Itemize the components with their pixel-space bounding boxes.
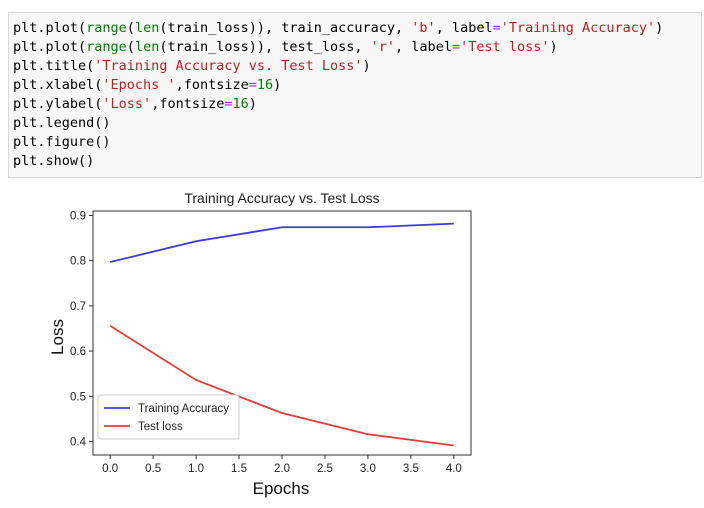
series-line-training-accuracy (109, 222, 454, 263)
plot-area: 0.0 0.5 1.0 1.5 2.0 2.5 3.0 3.5 4.0 0.4 0.5 0.6 0.7 0… (70, 210, 472, 475)
code-token: len (134, 39, 160, 55)
chart-title: Training Accuracy vs. Test Loss (184, 190, 379, 206)
x-tick-label: 2.0 (274, 463, 290, 475)
legend-label: Test loss (138, 421, 183, 433)
code-token: ) (655, 20, 664, 36)
code-token: plt.figure() (13, 134, 111, 150)
code-token: 'Training Accuracy vs. Test Loss' (94, 58, 363, 74)
code-token: len (134, 20, 160, 36)
code-token: plt.legend() (13, 115, 111, 131)
code-line: plt.legend() (13, 114, 701, 133)
code-token: 16 (256, 77, 274, 93)
code-token: ,fontsize (151, 96, 225, 112)
code-token: plt.plot( (13, 39, 87, 55)
series-line-test-loss (109, 325, 454, 447)
x-tick-label: 3.0 (360, 463, 376, 475)
code-line: plt.xlabel('Epochs ',fontsize=16) (13, 76, 701, 95)
code-line: plt.title('Training Accuracy vs. Test Lo… (13, 57, 701, 76)
code-token: plt.show() (13, 153, 95, 169)
code-cell[interactable]: plt.plot(range(len(train_loss)), train_a… (8, 12, 702, 178)
code-editor[interactable]: plt.plot(range(len(train_loss)), train_a… (13, 19, 701, 171)
code-line: plt.figure() (13, 133, 701, 152)
code-token: 'Training Accuracy' (500, 20, 656, 36)
code-token: range (86, 39, 127, 55)
code-token: = (224, 96, 233, 112)
code-token: range (86, 20, 127, 36)
x-tick-label: 1.5 (231, 463, 247, 475)
y-tick-label: 0.9 (70, 211, 86, 223)
x-tick-label: 1.0 (188, 463, 204, 475)
code-token: 'Test loss' (460, 39, 550, 55)
code-token: ,fontsize (175, 77, 249, 93)
code-token: , label (435, 20, 493, 36)
code-token: plt.ylabel( (13, 96, 103, 112)
legend-label: Training Accuracy (138, 403, 229, 415)
code-token: plt.title( (13, 58, 95, 74)
code-token: (train_loss)), train_accuracy, (159, 20, 412, 36)
code-token: = (492, 20, 501, 36)
x-tick-label: 0.5 (145, 463, 161, 475)
y-tick-label: 0.6 (70, 346, 86, 358)
code-token: plt.xlabel( (13, 77, 103, 93)
x-tick-label: 2.5 (317, 463, 333, 475)
code-token: ( (126, 39, 135, 55)
x-tick-label: 0.0 (102, 463, 118, 475)
x-axis-label: Epochs (253, 479, 310, 498)
code-token: (train_loss)), test_loss, (159, 39, 371, 55)
x-tick-label: 3.5 (403, 463, 419, 475)
code-token: 'b' (411, 20, 436, 36)
code-token: ) (273, 77, 282, 93)
code-token: 'Loss' (102, 96, 152, 112)
code-token: ) (549, 39, 558, 55)
code-line: plt.ylabel('Loss',fontsize=16) (13, 95, 701, 114)
y-tick-label: 0.8 (70, 256, 86, 268)
y-tick-label: 0.7 (70, 301, 86, 313)
y-tick-label: 0.4 (70, 436, 87, 448)
code-token: ) (362, 58, 371, 74)
line-chart: Training Accuracy vs. Test Loss 0.0 0.5 1.… (48, 190, 472, 498)
code-line: plt.plot(range(len(train_loss)), train_a… (13, 19, 701, 38)
y-tick-label: 0.5 (70, 391, 86, 403)
code-line: plt.show() (13, 152, 701, 171)
code-token: plt.plot( (13, 20, 87, 36)
x-tick-label: 4.0 (446, 463, 462, 475)
code-token: 'Epochs ' (102, 77, 176, 93)
code-token: 'r' (370, 39, 396, 55)
code-token: ( (126, 20, 135, 36)
legend-box (97, 394, 240, 440)
code-token: 16 (232, 96, 249, 112)
code-token: = (451, 39, 461, 55)
code-token: ) (248, 96, 257, 112)
code-token: , label (395, 39, 452, 55)
code-line: plt.plot(range(len(train_loss)), test_lo… (13, 38, 701, 57)
code-token: = (248, 77, 257, 93)
y-axis-label: Loss (48, 319, 67, 355)
